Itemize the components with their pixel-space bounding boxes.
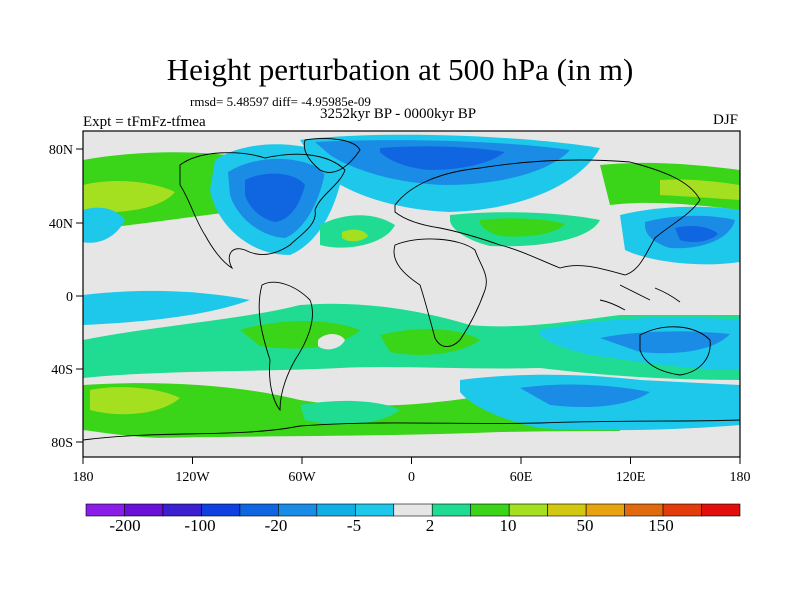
sh-neutral-hole	[318, 334, 345, 350]
x-tick-label: 60W	[288, 470, 316, 485]
north-yellowgreen-patch	[83, 180, 175, 213]
x-tick-label: 0	[408, 470, 415, 485]
y-axis: 80N 40N 0 40S 80S	[49, 143, 83, 451]
colorbar-swatch	[508, 503, 548, 517]
australia-coast	[639, 326, 711, 376]
asia-green-core	[480, 218, 565, 237]
sh-blue-band	[83, 290, 250, 325]
colorbar-swatch	[201, 503, 241, 517]
y-tick-label: 40S	[51, 363, 73, 378]
north-america-coast	[179, 152, 346, 270]
experiment-label: Expt = tFmFz-tfmea	[83, 114, 206, 130]
stats-text: rmsd= 5.48597 diff= -4.95985e-09	[190, 94, 371, 109]
npac-dark	[675, 226, 718, 242]
period-text: 3252kyr BP - 0000kyr BP	[320, 106, 477, 122]
antarctica-coast	[83, 419, 740, 441]
x-tick-label: 120W	[175, 470, 210, 485]
x-axis: 180 120W 60W 0 60E 120E 180	[73, 457, 751, 485]
sh-atlantic-green	[380, 328, 480, 355]
colorbar-swatch	[124, 503, 164, 517]
colorbar-swatch	[162, 503, 202, 517]
south-america-coast	[258, 281, 313, 412]
africa-coast	[393, 238, 487, 347]
y-tick-label: 40N	[49, 217, 73, 232]
season-label: DJF	[713, 112, 739, 128]
colorbar-label: -200	[109, 516, 140, 535]
colorbar-swatch	[239, 503, 279, 517]
arctic-dark-blue	[380, 146, 505, 170]
colorbar-swatch	[585, 503, 625, 517]
colorbar-label: -5	[347, 516, 361, 535]
colorbar-swatch	[278, 503, 318, 517]
y-tick-label: 80N	[49, 143, 73, 158]
colorbar-swatch	[316, 503, 356, 517]
east-siberia-yellow	[660, 179, 740, 200]
west-npac-blue	[83, 207, 125, 243]
greenland-coast	[303, 138, 361, 173]
x-tick-label: 180	[73, 470, 94, 485]
map-title: Height perturbation at 500 hPa (in m)	[166, 52, 634, 87]
colorbar-swatch	[662, 503, 702, 517]
colorbar-label: 2	[426, 516, 435, 535]
y-tick-label: 0	[66, 290, 73, 305]
colorbar-swatch	[547, 503, 587, 517]
eurasia-coast	[394, 159, 701, 276]
colorbar-swatch	[624, 503, 664, 517]
colorbar-label: 10	[500, 516, 517, 535]
colorbar-swatch	[701, 503, 741, 517]
contour-field	[83, 131, 740, 457]
colorbar-swatch	[470, 503, 510, 517]
colorbar-swatch	[393, 503, 433, 517]
x-tick-label: 60E	[510, 470, 533, 485]
maritime-islands	[599, 284, 681, 311]
so-yellow	[90, 387, 180, 415]
colorbar-label: -100	[184, 516, 215, 535]
so-blue-core	[520, 384, 650, 408]
sh-blue-core	[600, 331, 730, 354]
colorbar	[85, 503, 741, 517]
colorbar-swatch	[85, 503, 125, 517]
so-teal	[300, 400, 400, 425]
coastlines	[83, 138, 740, 441]
na-trough-dark	[245, 173, 305, 222]
colorbar-label: 150	[648, 516, 674, 535]
colorbar-swatch	[354, 503, 395, 517]
x-tick-label: 120E	[616, 470, 646, 485]
colorbar-swatch	[431, 503, 472, 517]
x-tick-label: 180	[730, 470, 751, 485]
atlantic-yellow	[342, 229, 368, 242]
colorbar-labels: -200 -100 -20 -5 2 10 50 150	[109, 516, 673, 535]
colorbar-label: 50	[577, 516, 594, 535]
colorbar-label: -20	[265, 516, 288, 535]
antarctic-neutral	[83, 430, 740, 457]
y-tick-label: 80S	[51, 436, 73, 451]
